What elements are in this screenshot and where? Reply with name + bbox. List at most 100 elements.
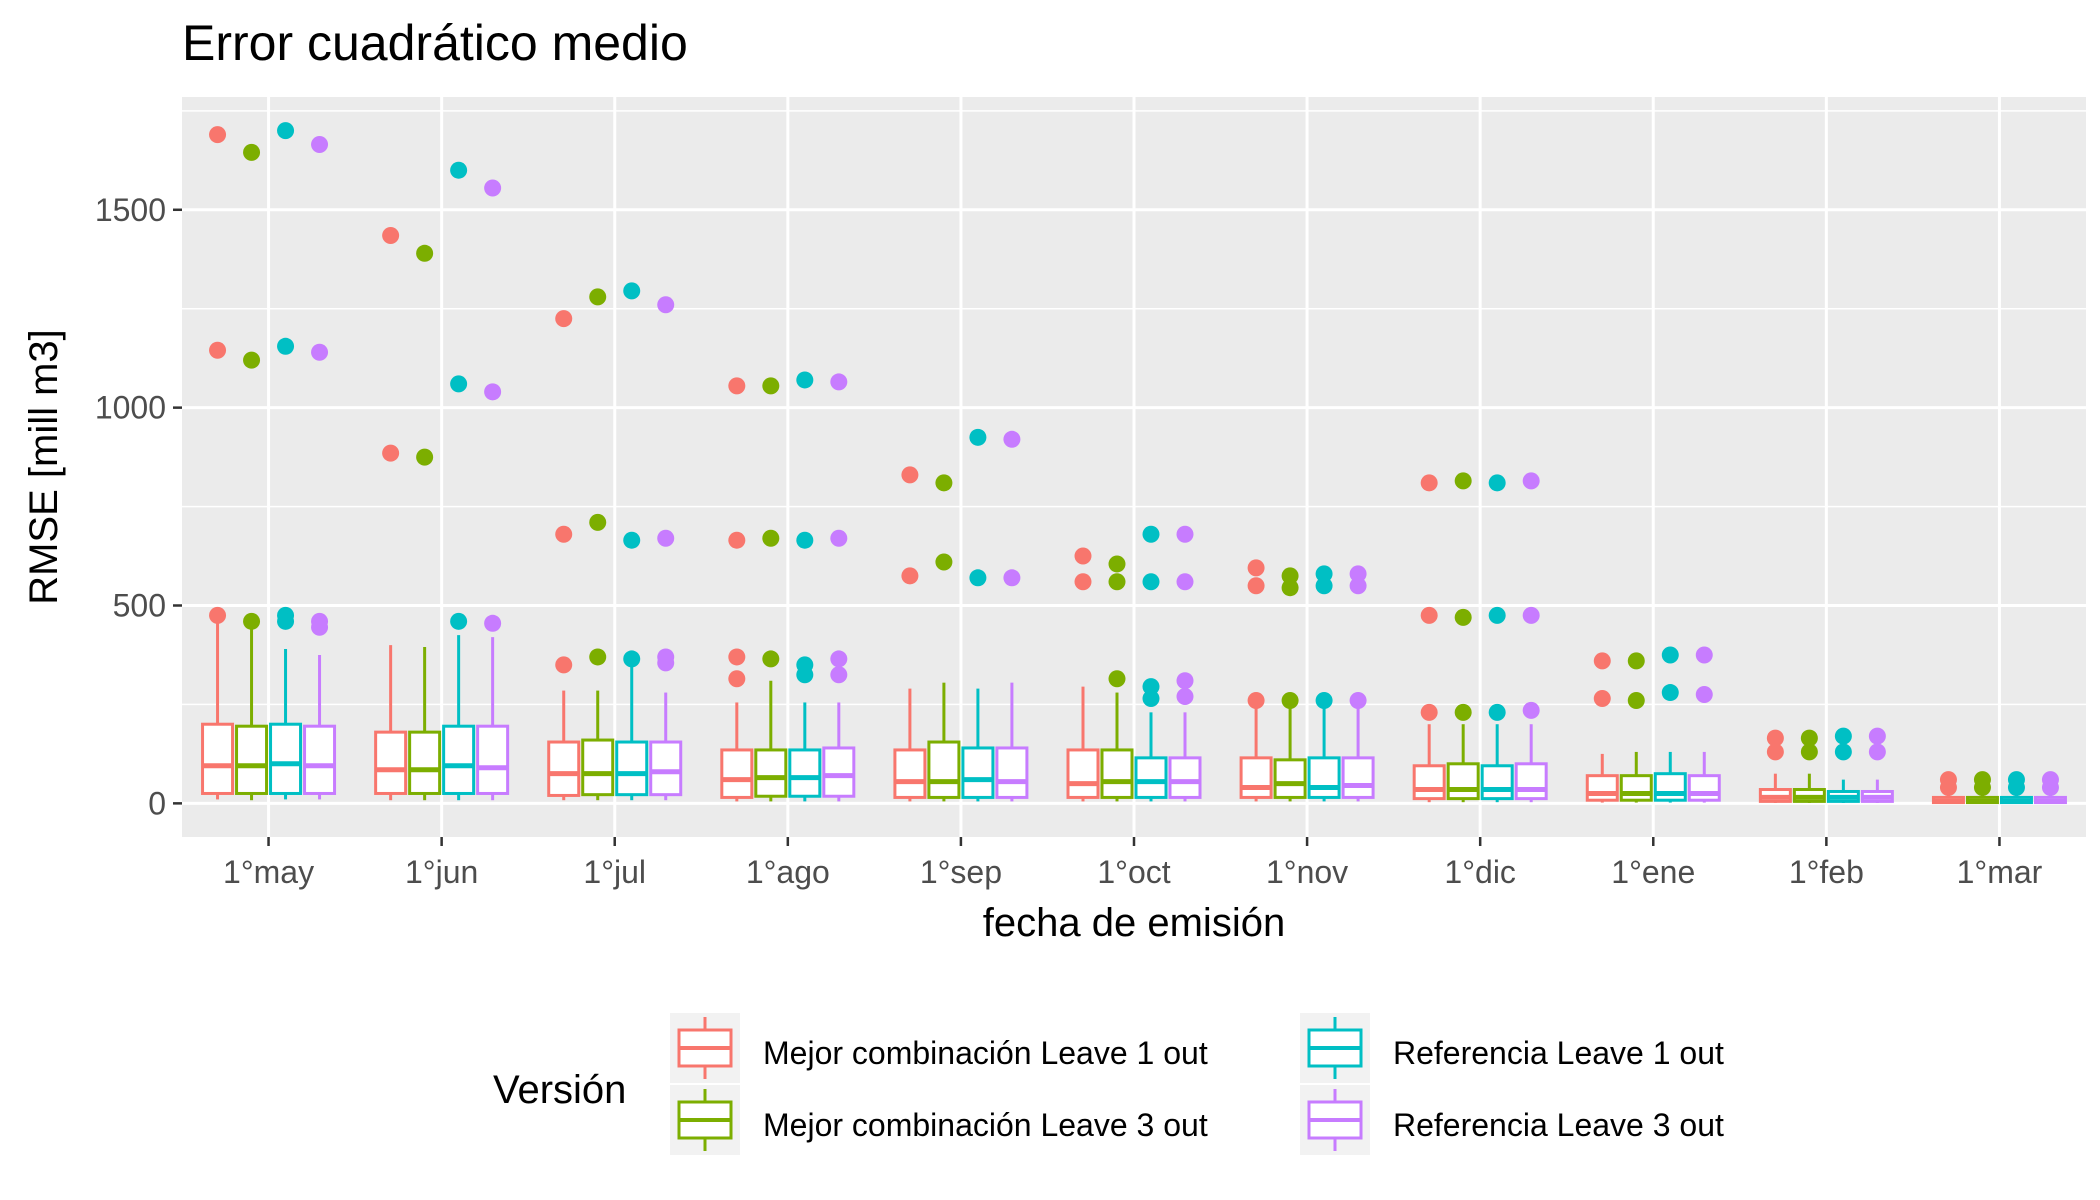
legend-title: Versión xyxy=(493,1068,626,1112)
outlier-point xyxy=(416,244,434,262)
box xyxy=(754,748,788,798)
box xyxy=(1307,756,1341,799)
outlier-point xyxy=(1176,525,1194,543)
x-tick-label: 1°jun xyxy=(405,854,478,890)
outlier-point xyxy=(1834,743,1852,761)
outlier-point xyxy=(311,343,329,361)
outlier-point xyxy=(450,161,468,179)
boxplot xyxy=(995,430,1029,802)
outlier-point xyxy=(728,648,746,666)
box xyxy=(1341,756,1375,799)
box xyxy=(201,722,235,795)
y-tick-label: 1000 xyxy=(95,390,166,426)
x-tick-label: 1°feb xyxy=(1789,854,1864,890)
outlier-point xyxy=(1522,472,1540,490)
outlier-point xyxy=(1247,691,1265,709)
outlier-point xyxy=(1522,701,1540,719)
boxplot xyxy=(235,143,269,801)
outlier-point xyxy=(277,122,295,140)
boxplot xyxy=(1341,565,1375,802)
outlier-point xyxy=(830,650,848,668)
outlier-point xyxy=(728,377,746,395)
outlier-point xyxy=(1108,555,1126,573)
outlier-point xyxy=(1454,608,1472,626)
y-tick-label: 500 xyxy=(113,588,166,624)
series-group xyxy=(235,143,1999,805)
outlier-point xyxy=(589,288,607,306)
outlier-point xyxy=(657,529,675,547)
outlier-point xyxy=(901,466,919,484)
boxplot xyxy=(927,474,961,802)
box xyxy=(442,724,476,795)
y-tick-label: 1500 xyxy=(95,192,166,228)
box xyxy=(615,740,649,797)
boxplot xyxy=(303,135,337,800)
outlier-point xyxy=(1695,686,1713,704)
legend-label: Mejor combinación Leave 1 out xyxy=(763,1035,1208,1071)
outlier-point xyxy=(830,666,848,684)
legend-label: Referencia Leave 3 out xyxy=(1393,1107,1724,1143)
x-tick-label: 1°ago xyxy=(746,854,830,890)
outlier-point xyxy=(1349,565,1367,583)
outlier-point xyxy=(935,474,953,492)
box xyxy=(269,722,303,795)
legend-background xyxy=(665,1008,1785,1158)
outlier-point xyxy=(762,377,780,395)
box xyxy=(788,748,822,798)
outlier-point xyxy=(1108,670,1126,688)
outlier-point xyxy=(830,529,848,547)
box xyxy=(822,746,856,798)
boxplot xyxy=(1585,652,1619,803)
box xyxy=(1653,772,1687,802)
outlier-point xyxy=(969,428,987,446)
boxplot xyxy=(442,161,476,801)
outlier-point xyxy=(484,383,502,401)
outlier-point xyxy=(1766,729,1784,747)
outlier-point xyxy=(1488,703,1506,721)
outlier-point xyxy=(555,656,573,674)
box xyxy=(1446,762,1480,801)
outlier-point xyxy=(277,337,295,355)
legend-entry: Mejor combinación Leave 3 out xyxy=(670,1085,1208,1155)
boxplot xyxy=(1100,555,1134,802)
outlier-point xyxy=(1834,727,1852,745)
outlier-point xyxy=(1800,729,1818,747)
boxplot xyxy=(476,179,510,801)
outlier-point xyxy=(589,513,607,531)
outlier-point xyxy=(1627,691,1645,709)
boxplot xyxy=(720,377,754,802)
outlier-point xyxy=(623,531,641,549)
outlier-point xyxy=(209,606,227,624)
boxplot xyxy=(1653,646,1687,803)
outlier-point xyxy=(1142,689,1160,707)
box xyxy=(1134,756,1168,799)
boxplot xyxy=(408,244,442,801)
boxplot xyxy=(1066,547,1100,802)
box xyxy=(1412,764,1446,801)
boxplot xyxy=(1931,771,1965,805)
x-tick-label: 1°oct xyxy=(1097,854,1170,890)
boxplot xyxy=(754,377,788,802)
outlier-point xyxy=(555,310,573,328)
box xyxy=(995,746,1029,799)
box xyxy=(1514,762,1548,801)
boxplot xyxy=(615,282,649,801)
boxplot xyxy=(269,122,303,800)
box xyxy=(649,740,683,797)
boxplot xyxy=(1758,729,1792,803)
outlier-point xyxy=(243,351,261,369)
boxplot xyxy=(1446,472,1480,803)
outlier-point xyxy=(1420,606,1438,624)
outlier-point xyxy=(657,296,675,314)
x-tick-label: 1°jul xyxy=(583,854,646,890)
boxplot xyxy=(893,466,927,802)
outlier-point xyxy=(969,569,987,587)
outlier-point xyxy=(1522,606,1540,624)
outlier-point xyxy=(1454,703,1472,721)
box xyxy=(1687,774,1721,802)
outlier-point xyxy=(762,650,780,668)
legend-label: Mejor combinación Leave 3 out xyxy=(763,1107,1208,1143)
outlier-point xyxy=(1800,743,1818,761)
chart-title: Error cuadrático medio xyxy=(182,15,688,71)
outlier-point xyxy=(1142,678,1160,696)
